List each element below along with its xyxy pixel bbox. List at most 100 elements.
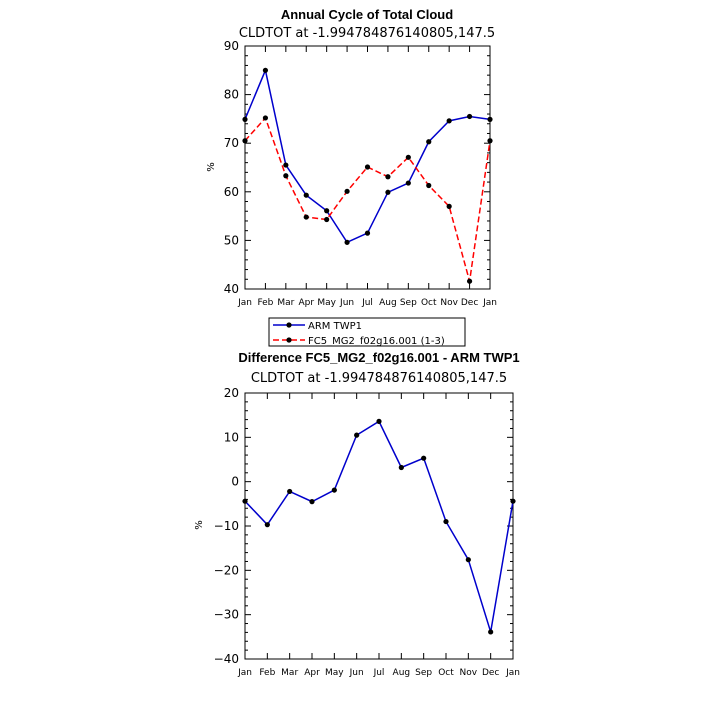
data-point	[264, 522, 270, 528]
data-point	[283, 173, 289, 179]
y-tick-label: 70	[224, 136, 239, 150]
data-point	[354, 432, 360, 438]
y-tick-label: 10	[224, 430, 239, 444]
y-tick-label: 90	[224, 39, 239, 53]
x-tick-label: Oct	[421, 298, 437, 308]
data-point	[466, 278, 473, 284]
data-point	[287, 488, 293, 495]
legend-marker-fc5	[286, 337, 292, 343]
x-tick-label: Nov	[460, 668, 478, 678]
series-line	[244, 420, 514, 633]
data-point	[303, 192, 309, 198]
x-tick-label: Jan	[237, 298, 252, 308]
data-point	[324, 208, 330, 214]
data-point	[344, 239, 350, 245]
tick-labels: −40 −30 −20 −10 0 10 20 Jan Feb Mar Apr May Jun Jul Au…	[214, 386, 520, 678]
data-point	[242, 498, 248, 504]
chart-subtitle: CLDTOT at -1.994784876140805,147.5	[251, 371, 507, 386]
data-point	[446, 118, 452, 124]
data-point	[331, 487, 337, 493]
x-tick-label: Jul	[373, 668, 385, 678]
data-point	[510, 498, 516, 504]
data-point	[324, 216, 330, 223]
legend-entry-arm-twp1: ARM TWP1	[273, 321, 362, 332]
x-tick-label: Apr	[298, 298, 314, 308]
y-tick-label: 0	[231, 475, 239, 489]
y-axis-label: %	[206, 162, 217, 172]
x-tick-label: Feb	[257, 298, 273, 308]
series-lines	[242, 418, 516, 635]
x-tick-label: Mar	[277, 298, 294, 308]
data-point	[385, 189, 391, 195]
x-tick-label: Mar	[281, 668, 298, 678]
x-tick-label: Dec	[461, 298, 478, 308]
data-point	[309, 499, 315, 505]
data-point	[303, 214, 309, 220]
x-tick-label: Dec	[482, 668, 499, 678]
legend-label-fc5: FC5_MG2_f02g16.001 (1-3)	[308, 336, 445, 347]
x-tick-label: Sep	[400, 298, 417, 308]
plot-border	[244, 392, 514, 660]
legend-label-arm-twp1: ARM TWP1	[308, 321, 362, 332]
data-point	[262, 67, 269, 73]
legend-marker-arm-twp1	[286, 322, 292, 328]
tick-labels: 40 50 60 70 80 90 Jan Feb Mar Apr May Jun Jul Aug Sep O…	[224, 39, 497, 308]
x-tick-label: Aug	[393, 668, 411, 678]
x-tick-label: Nov	[440, 298, 458, 308]
x-tick-label: May	[317, 298, 336, 308]
data-point	[364, 230, 371, 236]
x-tick-label: Jan	[482, 298, 497, 308]
data-point	[405, 180, 411, 186]
data-point	[488, 629, 494, 635]
data-point	[487, 116, 493, 122]
chart-subtitle: CLDTOT at -1.994784876140805,147.5	[239, 26, 495, 41]
data-point	[385, 174, 391, 180]
series-line	[244, 67, 491, 244]
x-tick-label: Feb	[259, 668, 275, 678]
data-point	[466, 113, 473, 120]
data-point	[405, 154, 411, 160]
data-point	[242, 116, 248, 122]
x-tick-label: Apr	[304, 668, 320, 678]
x-tick-label: Sep	[415, 668, 432, 678]
data-point	[262, 115, 269, 121]
data-point	[421, 455, 427, 461]
x-tick-label: Jun	[339, 298, 354, 308]
series-line	[244, 116, 491, 282]
data-point	[283, 162, 289, 168]
series-lines	[242, 67, 493, 284]
legend-entry-fc5: FC5_MG2_f02g16.001 (1-3)	[273, 336, 445, 347]
y-tick-label: 80	[224, 88, 239, 102]
y-tick-label: 60	[224, 185, 239, 199]
x-tick-label: Jan	[505, 668, 520, 678]
chart-title: Annual Cycle of Total Cloud	[281, 7, 453, 22]
x-tick-label: May	[325, 668, 344, 678]
data-point	[465, 557, 471, 563]
plot-frame	[244, 392, 514, 660]
x-tick-label: Oct	[438, 668, 454, 678]
difference-chart: Difference FC5_MG2_f02g16.001 - ARM TWP1…	[194, 350, 520, 678]
data-point	[344, 188, 350, 194]
data-point	[446, 203, 452, 209]
legend-box	[268, 317, 466, 347]
data-point	[426, 182, 432, 189]
y-tick-label: 20	[224, 386, 239, 400]
x-tick-label: Jun	[349, 668, 364, 678]
annual-cycle-chart: Annual Cycle of Total Cloud CLDTOT at -1…	[206, 7, 497, 308]
y-tick-label: −40	[214, 652, 239, 666]
plot-frame	[244, 45, 491, 290]
data-point	[426, 139, 432, 145]
data-point	[443, 518, 449, 525]
data-point	[364, 164, 371, 170]
legend: ARM TWP1 FC5_MG2_f02g16.001 (1-3)	[268, 317, 466, 347]
x-tick-label: Aug	[379, 298, 397, 308]
y-tick-label: −10	[214, 519, 239, 533]
data-point	[487, 138, 493, 144]
data-point	[242, 138, 248, 144]
chart-title: Difference FC5_MG2_f02g16.001 - ARM TWP1	[238, 350, 519, 365]
y-axis-label: %	[194, 520, 205, 530]
y-tick-label: −20	[214, 563, 239, 577]
x-tick-label: Jan	[237, 668, 252, 678]
x-tick-label: Jul	[361, 298, 373, 308]
